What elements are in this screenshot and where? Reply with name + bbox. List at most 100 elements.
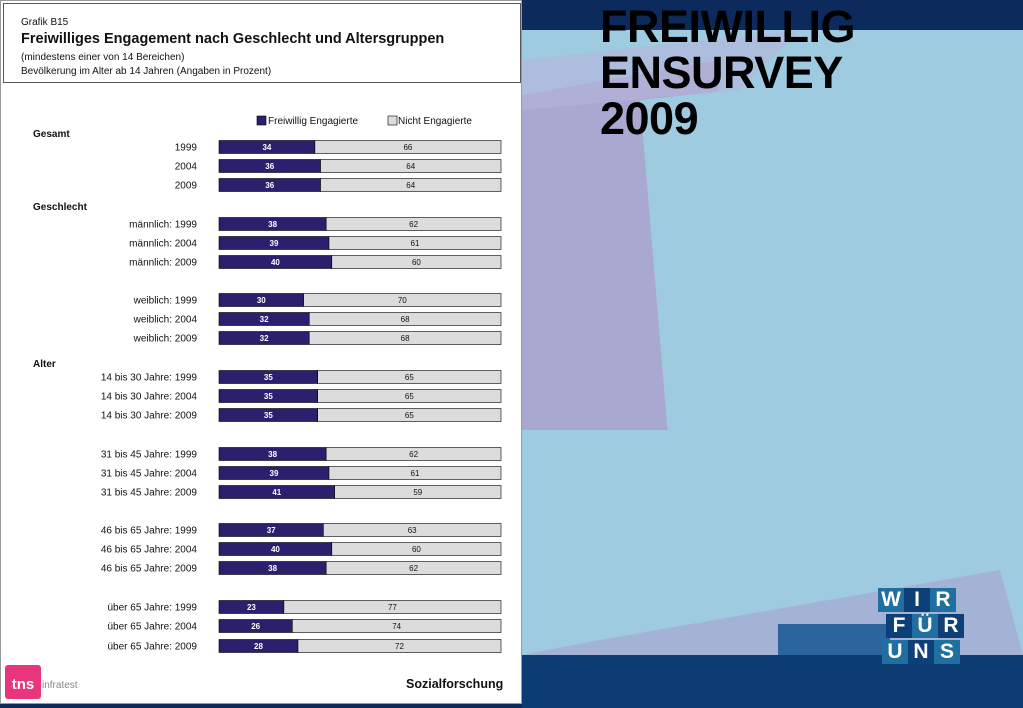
row-label: weiblich: 2004 — [133, 315, 198, 326]
bar-not-engaged — [303, 293, 502, 307]
wir-fuer-uns-logo: W I R F Ü R U N S — [878, 586, 970, 668]
bar-not-engaged — [325, 217, 502, 231]
data-label-not-engaged: 65 — [405, 411, 414, 420]
row-label: 46 bis 65 Jahre: 1999 — [101, 526, 198, 537]
bar-not-engaged — [317, 408, 502, 422]
tns-logo-icon: tns — [5, 665, 41, 699]
row-label: 46 bis 65 Jahre: 2009 — [101, 564, 198, 575]
data-label-engaged: 38 — [268, 564, 277, 573]
logo-letter: Ü — [912, 614, 938, 638]
data-label-not-engaged: 64 — [406, 162, 415, 171]
data-label-not-engaged: 68 — [401, 315, 410, 324]
bar-not-engaged — [297, 639, 502, 653]
data-label-not-engaged: 62 — [409, 450, 418, 459]
row-label: 31 bis 45 Jahre: 2004 — [101, 469, 198, 480]
logo-letter: S — [934, 640, 960, 664]
data-label-engaged: 40 — [271, 545, 280, 554]
data-label-not-engaged: 65 — [405, 392, 414, 401]
data-label-engaged: 26 — [251, 622, 260, 631]
legend-label-engaged: Freiwillig Engagierte — [268, 116, 358, 127]
data-label-not-engaged: 60 — [412, 258, 421, 267]
row-label: männlich: 2004 — [129, 239, 197, 250]
row-label: männlich: 1999 — [129, 220, 197, 231]
tns-mark: tns — [12, 676, 35, 693]
legend-swatch-engaged — [256, 115, 267, 126]
group-label: Gesamt — [33, 129, 70, 140]
chart-header: Grafik B15 Freiwilliges Engagement nach … — [3, 3, 521, 83]
bar-not-engaged — [331, 542, 502, 556]
logo-letter: I — [904, 588, 930, 612]
row-label: 1999 — [175, 143, 198, 154]
data-label-engaged: 40 — [271, 258, 280, 267]
bar-not-engaged — [331, 255, 502, 269]
bar-not-engaged — [317, 389, 502, 403]
data-label-not-engaged: 60 — [412, 545, 421, 554]
brand-title: FREIWILLIG ENSURVEY 2009 — [600, 4, 855, 142]
bar-not-engaged — [314, 140, 502, 154]
data-label-engaged: 32 — [260, 315, 269, 324]
bar-not-engaged — [323, 523, 502, 537]
bar-not-engaged — [320, 159, 502, 173]
data-label-engaged: 37 — [267, 526, 276, 535]
logo-letter: R — [938, 614, 964, 638]
bar-not-engaged — [325, 561, 502, 575]
data-label-not-engaged: 70 — [398, 296, 407, 305]
logo-letter: R — [930, 588, 956, 612]
row-label: über 65 Jahre: 2004 — [107, 622, 197, 633]
data-label-engaged: 34 — [262, 143, 271, 152]
brand-title-line: FREIWILLIG — [600, 1, 855, 52]
row-label: 14 bis 30 Jahre: 2004 — [101, 392, 198, 403]
bar-not-engaged — [308, 312, 502, 326]
chart-code: Grafik B15 — [21, 17, 69, 28]
data-label-engaged: 35 — [264, 392, 273, 401]
row-label: 2004 — [175, 162, 198, 173]
data-label-engaged: 39 — [270, 469, 279, 478]
stacked-bar-chart: Freiwillig Engagierte Nicht Engagierte Ges… — [33, 115, 502, 653]
row-label: 31 bis 45 Jahre: 2009 — [101, 488, 198, 499]
data-label-not-engaged: 63 — [408, 526, 417, 535]
row-label: weiblich: 1999 — [133, 296, 198, 307]
data-label-not-engaged: 77 — [388, 603, 397, 612]
data-label-not-engaged: 62 — [409, 564, 418, 573]
row-label: 14 bis 30 Jahre: 1999 — [101, 373, 198, 384]
data-label-engaged: 35 — [264, 411, 273, 420]
bar-not-engaged — [308, 331, 502, 345]
data-label-engaged: 35 — [264, 373, 273, 382]
row-label: weiblich: 2009 — [133, 334, 198, 345]
logo-letter: F — [886, 614, 912, 638]
legend-swatch-not-engaged — [387, 115, 398, 126]
data-label-not-engaged: 64 — [406, 181, 415, 190]
data-label-not-engaged: 72 — [395, 642, 404, 651]
chart-card: Grafik B15 Freiwilliges Engagement nach … — [0, 0, 522, 704]
group-label: Geschlecht — [33, 202, 88, 213]
data-label-engaged: 41 — [272, 488, 281, 497]
tns-infratest-label: infratest — [42, 680, 78, 691]
brand-title-line: ENSURVEY — [600, 47, 843, 98]
row-label: 2009 — [175, 181, 198, 192]
row-label: über 65 Jahre: 1999 — [107, 603, 197, 614]
data-label-not-engaged: 62 — [409, 220, 418, 229]
legend-label-not-engaged: Nicht Engagierte — [398, 116, 472, 127]
bar-not-engaged — [334, 485, 502, 499]
data-label-engaged: 32 — [260, 334, 269, 343]
bar-not-engaged — [283, 600, 502, 614]
logo-letter: N — [908, 640, 934, 664]
data-label-not-engaged: 74 — [392, 622, 401, 631]
bar-not-engaged — [292, 619, 502, 633]
data-label-engaged: 30 — [257, 296, 266, 305]
chart-subtitle-population: Bevölkerung im Alter ab 14 Jahren (Angab… — [21, 66, 272, 77]
data-label-engaged: 36 — [265, 181, 274, 190]
data-label-engaged: 28 — [254, 642, 263, 651]
logo-letter: W — [878, 588, 904, 612]
data-label-not-engaged: 59 — [413, 488, 422, 497]
data-label-not-engaged: 61 — [411, 469, 420, 478]
data-label-not-engaged: 61 — [411, 239, 420, 248]
bar-not-engaged — [325, 447, 502, 461]
brand-title-line: 2009 — [600, 93, 699, 144]
data-label-engaged: 38 — [268, 450, 277, 459]
group-label: Alter — [33, 359, 56, 370]
data-label-engaged: 38 — [268, 220, 277, 229]
row-label: 14 bis 30 Jahre: 2009 — [101, 411, 198, 422]
bar-not-engaged — [320, 178, 502, 192]
chart-title: Freiwilliges Engagement nach Geschlecht … — [21, 31, 445, 47]
